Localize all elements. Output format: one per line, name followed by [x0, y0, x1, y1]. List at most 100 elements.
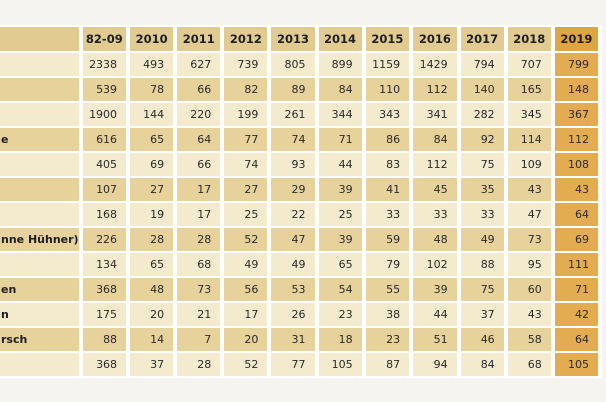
value-cell: 25 [224, 203, 268, 226]
value-cell: 17 [177, 178, 221, 201]
value-cell: 261 [271, 103, 315, 126]
value-cell: 39 [318, 228, 362, 251]
table-row: 107 27 17 27 29 39 41 45 35 43 43 [0, 178, 598, 201]
year-header-cell: 2019 [554, 27, 598, 51]
value-cell: 109 [507, 153, 551, 176]
value-cell: 368 [82, 278, 127, 301]
value-cell: 799 [554, 53, 598, 76]
table-row: n 175 20 21 17 26 23 38 44 37 43 42 [0, 303, 598, 326]
value-cell: 28 [177, 228, 221, 251]
value-cell: 55 [365, 278, 410, 301]
value-cell: 66 [177, 78, 221, 101]
table-row: 368 37 28 52 77 105 87 94 84 68 105 [0, 353, 598, 376]
value-cell: 33 [413, 203, 457, 226]
value-cell: 28 [177, 353, 221, 376]
value-cell: 33 [365, 203, 410, 226]
value-cell: 52 [224, 353, 268, 376]
value-cell: 199 [224, 103, 268, 126]
row-label-cell [0, 78, 79, 101]
value-cell: 220 [177, 103, 221, 126]
table-row: nne Hühner) 226 28 28 52 47 39 59 48 49 73 69 [0, 228, 598, 251]
value-cell: 64 [554, 203, 598, 226]
value-cell: 52 [224, 228, 268, 251]
value-cell: 43 [507, 178, 551, 201]
value-cell: 112 [413, 78, 457, 101]
value-cell: 20 [224, 328, 268, 351]
value-cell: 343 [365, 103, 410, 126]
value-cell: 1159 [365, 53, 410, 76]
value-cell: 105 [554, 353, 598, 376]
value-cell: 28 [130, 228, 174, 251]
value-cell: 134 [82, 253, 127, 276]
value-cell: 739 [224, 53, 268, 76]
value-cell: 35 [460, 178, 504, 201]
value-cell: 38 [365, 303, 410, 326]
value-cell: 49 [460, 228, 504, 251]
value-cell: 627 [177, 53, 221, 76]
value-cell: 226 [82, 228, 127, 251]
value-cell: 43 [507, 303, 551, 326]
value-cell: 41 [365, 178, 410, 201]
year-header-cell: 2017 [460, 27, 504, 51]
value-cell: 84 [413, 128, 457, 151]
value-cell: 68 [507, 353, 551, 376]
value-cell: 405 [82, 153, 127, 176]
value-cell: 93 [271, 153, 315, 176]
value-cell: 37 [130, 353, 174, 376]
row-label-cell [0, 253, 79, 276]
value-cell: 110 [365, 78, 410, 101]
value-cell: 82 [224, 78, 268, 101]
table-row: e 616 65 64 77 74 71 86 84 92 114 112 [0, 128, 598, 151]
year-header-cell: 2010 [130, 27, 174, 51]
table-row: 539 78 66 82 89 84 110 112 140 165 148 [0, 78, 598, 101]
value-cell: 107 [82, 178, 127, 201]
value-cell: 64 [177, 128, 221, 151]
value-cell: 48 [130, 278, 174, 301]
value-cell: 112 [413, 153, 457, 176]
value-cell: 65 [130, 128, 174, 151]
value-cell: 77 [224, 128, 268, 151]
value-cell: 75 [460, 153, 504, 176]
value-cell: 165 [507, 78, 551, 101]
value-cell: 89 [271, 78, 315, 101]
value-cell: 94 [413, 353, 457, 376]
value-cell: 22 [271, 203, 315, 226]
table-row: en 368 48 73 56 53 54 55 39 75 60 71 [0, 278, 598, 301]
table-row: 168 19 17 25 22 25 33 33 33 47 64 [0, 203, 598, 226]
table-row: 1900 144 220 199 261 344 343 341 282 345 367 [0, 103, 598, 126]
value-cell: 71 [554, 278, 598, 301]
value-cell: 23 [318, 303, 362, 326]
value-cell: 92 [460, 128, 504, 151]
value-cell: 493 [130, 53, 174, 76]
value-cell: 47 [271, 228, 315, 251]
value-cell: 78 [130, 78, 174, 101]
value-cell: 45 [413, 178, 457, 201]
value-cell: 56 [224, 278, 268, 301]
value-cell: 65 [318, 253, 362, 276]
value-cell: 79 [365, 253, 410, 276]
value-cell: 14 [130, 328, 174, 351]
row-label-cell [0, 53, 79, 76]
value-cell: 899 [318, 53, 362, 76]
value-cell: 111 [554, 253, 598, 276]
value-cell: 26 [271, 303, 315, 326]
year-header-cell: 2012 [224, 27, 268, 51]
value-cell: 64 [554, 328, 598, 351]
value-cell: 42 [554, 303, 598, 326]
value-cell: 73 [177, 278, 221, 301]
value-cell: 46 [460, 328, 504, 351]
year-header-cell: 2013 [271, 27, 315, 51]
value-cell: 344 [318, 103, 362, 126]
value-cell: 77 [271, 353, 315, 376]
value-cell: 49 [271, 253, 315, 276]
value-cell: 17 [224, 303, 268, 326]
value-cell: 47 [507, 203, 551, 226]
value-cell: 144 [130, 103, 174, 126]
table-row: 405 69 66 74 93 44 83 112 75 109 108 [0, 153, 598, 176]
row-label-cell [0, 203, 79, 226]
value-cell: 148 [554, 78, 598, 101]
year-header-cell: 2014 [318, 27, 362, 51]
value-cell: 114 [507, 128, 551, 151]
value-cell: 37 [460, 303, 504, 326]
